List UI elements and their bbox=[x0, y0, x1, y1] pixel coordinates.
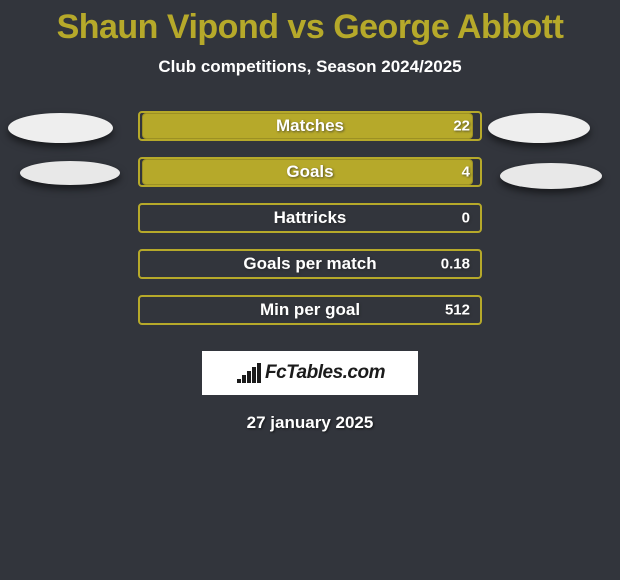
bar-row: Min per goal 512 bbox=[138, 295, 482, 325]
chart-area: Matches 22 Goals 4 Hattricks 0 Goals per… bbox=[0, 111, 620, 325]
bar-label: Goals per match bbox=[243, 254, 376, 274]
player1-avatar-2 bbox=[20, 161, 120, 185]
date: 27 january 2025 bbox=[0, 413, 620, 433]
bar-row: Matches 22 bbox=[138, 111, 482, 141]
bars: Matches 22 Goals 4 Hattricks 0 Goals per… bbox=[138, 111, 482, 325]
bar-value: 4 bbox=[462, 164, 470, 181]
player2-avatar-2 bbox=[500, 163, 602, 189]
brand-badge: FcTables.com bbox=[202, 351, 418, 395]
page-subtitle: Club competitions, Season 2024/2025 bbox=[0, 57, 620, 77]
bar-label: Hattricks bbox=[274, 208, 347, 228]
player2-avatar-1 bbox=[488, 113, 590, 143]
bar-label: Goals bbox=[286, 162, 333, 182]
comparison-card: Shaun Vipond vs George Abbott Club compe… bbox=[0, 0, 620, 580]
brand-text: FcTables.com bbox=[265, 362, 385, 384]
bar-row: Goals 4 bbox=[138, 157, 482, 187]
bar-value: 0.18 bbox=[441, 256, 470, 273]
bar-value: 512 bbox=[445, 302, 470, 319]
page-title: Shaun Vipond vs George Abbott bbox=[0, 0, 620, 47]
bar-label: Matches bbox=[276, 116, 344, 136]
bar-value: 0 bbox=[462, 210, 470, 227]
brand-bars-icon bbox=[235, 361, 263, 385]
bar-value: 22 bbox=[453, 118, 470, 135]
bar-row: Goals per match 0.18 bbox=[138, 249, 482, 279]
bar-label: Min per goal bbox=[260, 300, 360, 320]
player1-avatar-1 bbox=[8, 113, 113, 143]
bar-row: Hattricks 0 bbox=[138, 203, 482, 233]
